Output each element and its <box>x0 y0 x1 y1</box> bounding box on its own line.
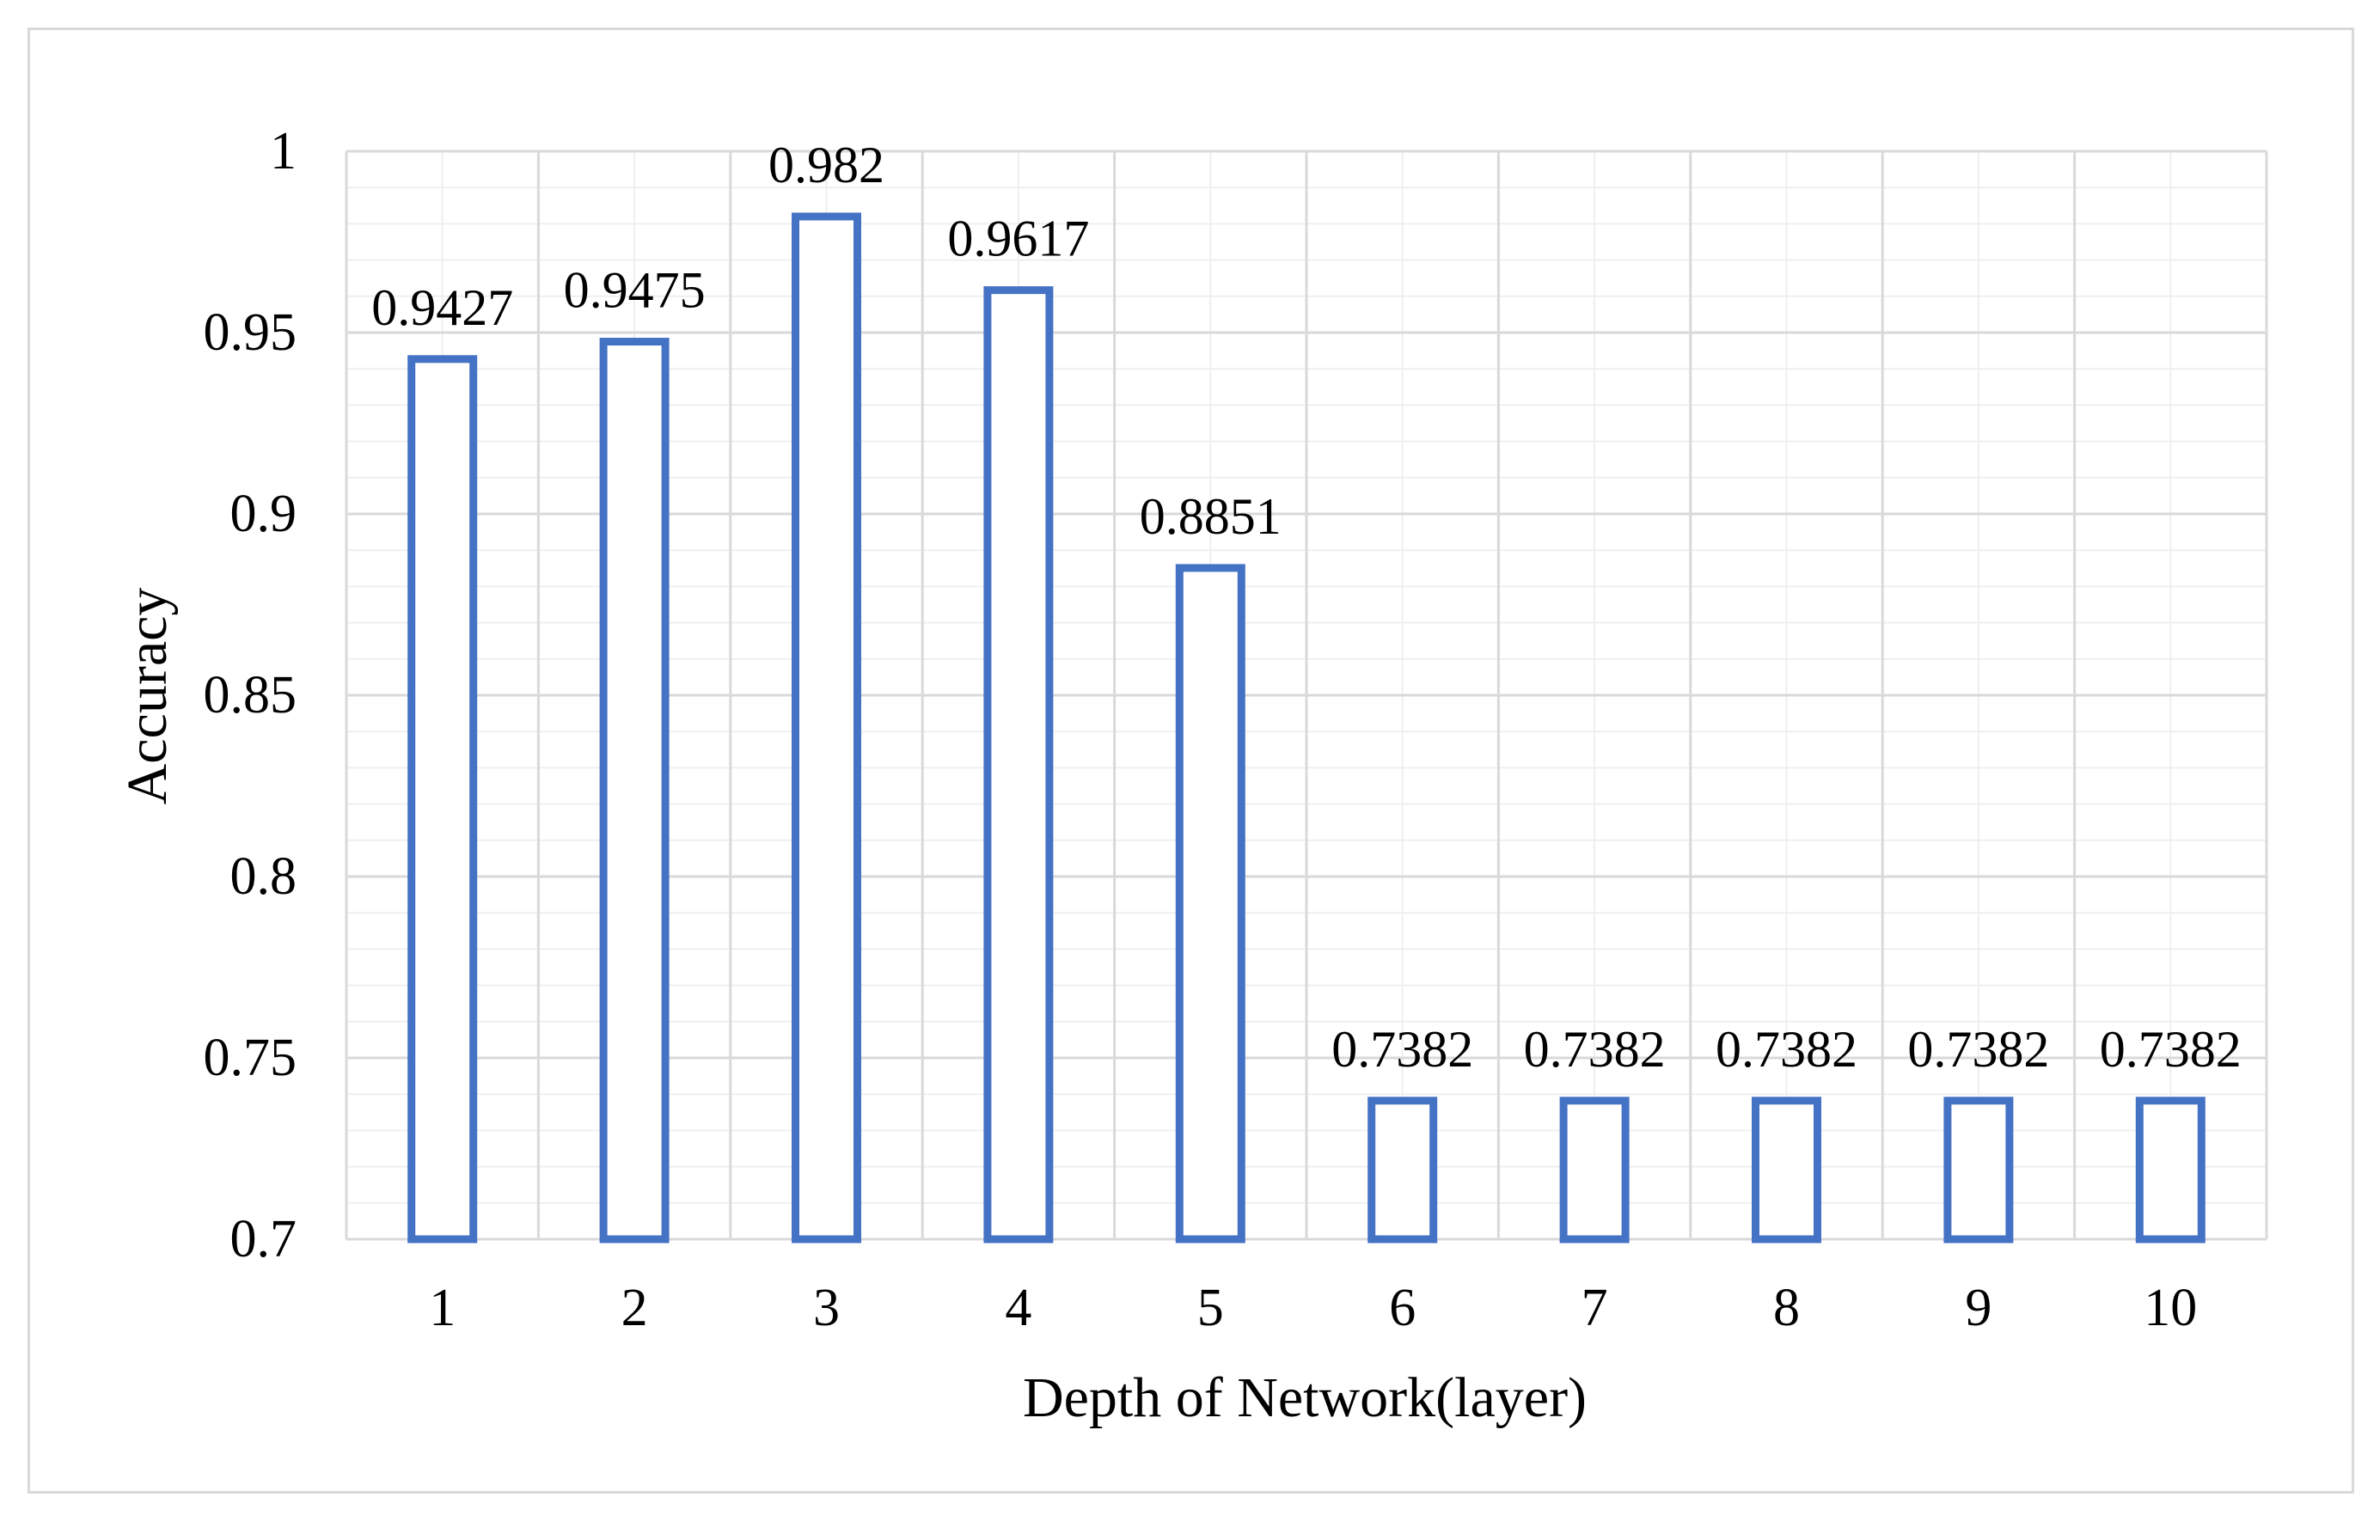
x-axis-title: Depth of Network(layer) <box>1023 1366 1587 1429</box>
data-label: 0.9617 <box>947 211 1089 267</box>
data-label: 0.7382 <box>1907 1021 2049 1078</box>
bar <box>1943 1097 2014 1244</box>
bar <box>407 355 478 1244</box>
x-axis-ticks: 1 2 3 4 5 6 7 8 9 10 <box>429 1279 2197 1337</box>
bar <box>1367 1097 1438 1244</box>
x-tick-label: 5 <box>1197 1279 1224 1337</box>
bar <box>1559 1097 1630 1244</box>
y-tick-label: 0.75 <box>204 1029 297 1087</box>
x-tick-label: 2 <box>621 1279 648 1337</box>
x-tick-label: 3 <box>813 1279 840 1337</box>
data-label: 0.7382 <box>1331 1021 1473 1078</box>
bar <box>2135 1097 2206 1244</box>
y-axis-title: Accuracy <box>116 588 179 805</box>
x-tick-label: 10 <box>2144 1279 2197 1337</box>
y-axis-ticks: 0.7 0.75 0.8 0.85 0.9 0.95 1 <box>204 122 297 1268</box>
data-label: 0.9427 <box>371 279 513 336</box>
bar <box>792 212 861 1244</box>
bar <box>1752 1097 1821 1244</box>
data-label: 0.7382 <box>1524 1021 1666 1078</box>
bar <box>599 338 670 1244</box>
bars <box>407 212 2206 1244</box>
data-labels: 0.9427 0.9475 0.982 0.9617 0.8851 0.7382 0.738… <box>371 137 2242 1078</box>
x-tick-label: 1 <box>429 1279 456 1337</box>
y-tick-label: 0.8 <box>230 847 297 906</box>
x-tick-label: 8 <box>1773 1279 1800 1337</box>
data-label: 0.8851 <box>1140 488 1282 545</box>
y-tick-label: 0.85 <box>204 666 297 724</box>
data-label: 0.9475 <box>564 262 706 319</box>
y-tick-label: 0.9 <box>230 485 297 543</box>
data-label: 0.982 <box>768 137 884 193</box>
y-tick-label: 1 <box>270 122 297 180</box>
x-tick-label: 7 <box>1582 1279 1608 1337</box>
data-label: 0.7382 <box>2100 1021 2242 1078</box>
x-tick-label: 9 <box>1965 1279 1991 1337</box>
x-tick-label: 4 <box>1005 1279 1031 1337</box>
bar <box>983 286 1054 1244</box>
bar <box>1175 564 1245 1244</box>
y-tick-label: 0.95 <box>204 303 297 362</box>
x-tick-label: 6 <box>1389 1279 1416 1337</box>
y-tick-label: 0.7 <box>230 1210 297 1268</box>
data-label: 0.7382 <box>1716 1021 1857 1078</box>
